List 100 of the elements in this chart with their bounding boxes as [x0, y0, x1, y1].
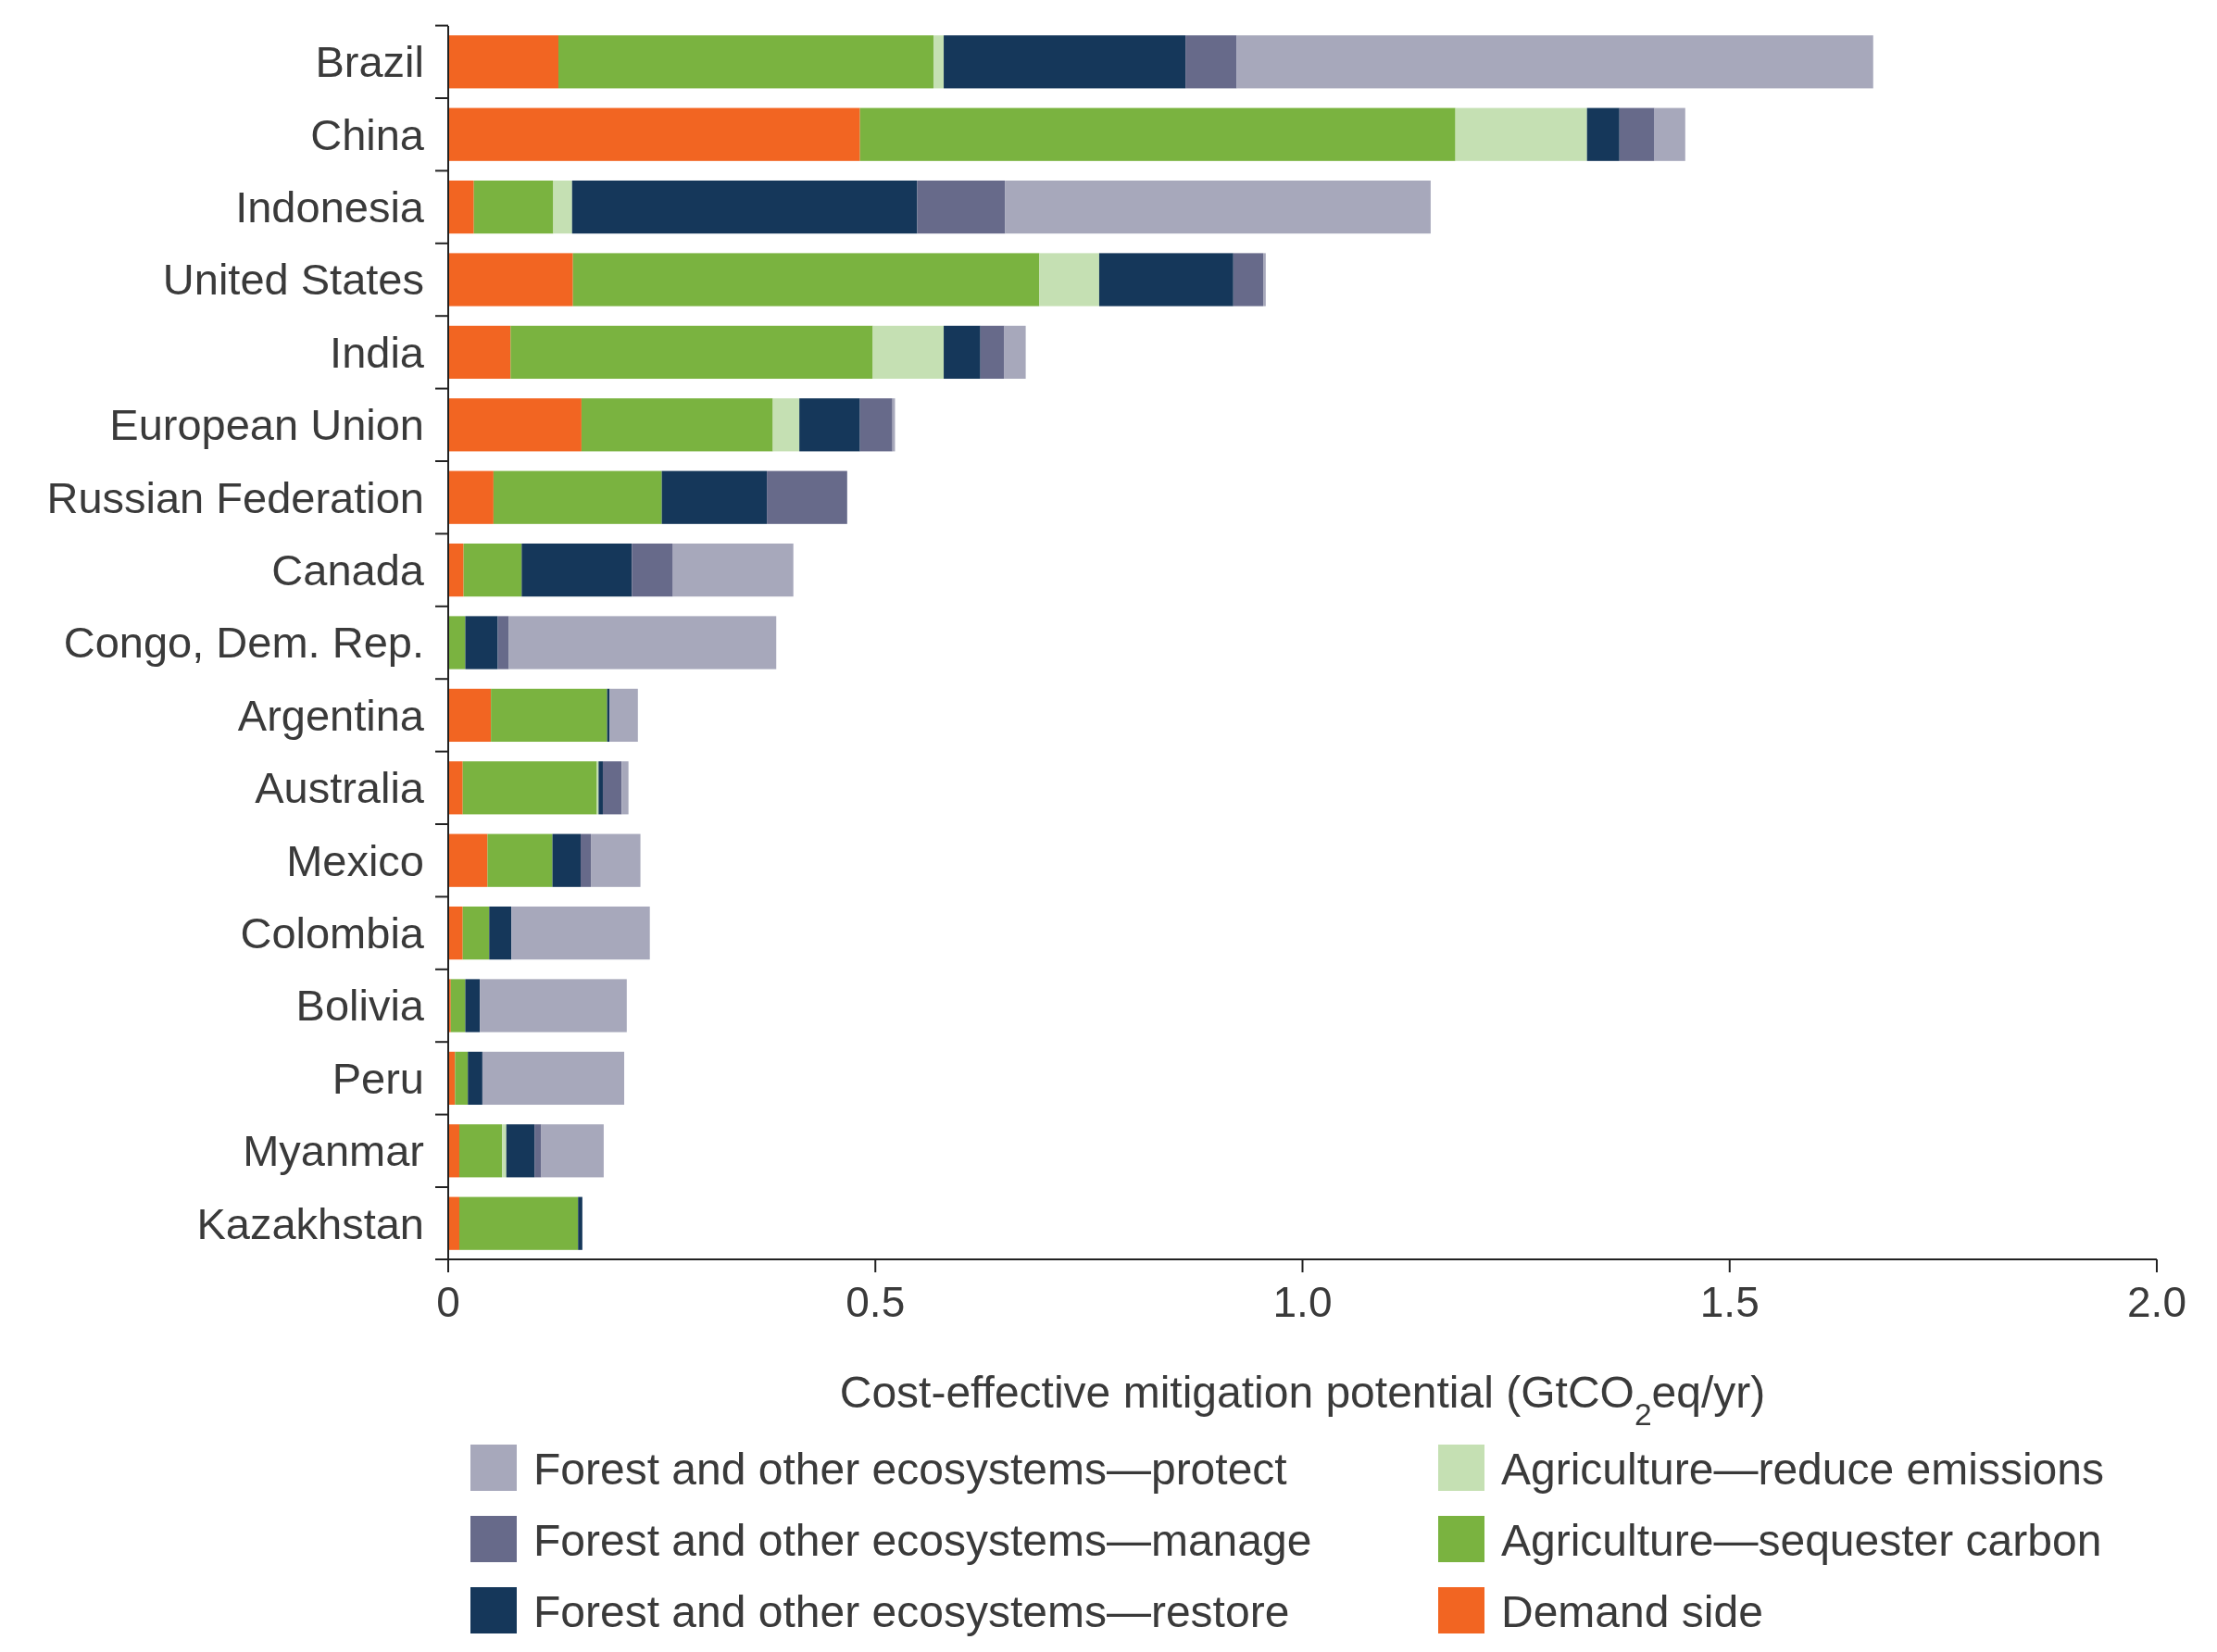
bar: [632, 543, 673, 597]
bar: [859, 398, 893, 452]
bar: [463, 543, 522, 597]
bar: [508, 616, 777, 670]
bar: [1455, 107, 1587, 161]
bar: [558, 35, 933, 89]
legend-label: Forest and other ecosystems—protect: [533, 1444, 1287, 1494]
bar: [581, 398, 773, 452]
bar: [465, 616, 498, 670]
bar: [462, 906, 490, 960]
bar: [621, 761, 629, 815]
bar: [455, 1051, 469, 1106]
bar: [489, 906, 512, 960]
x-axis-title: Cost-effective mitigation potential (GtCO$_{2}$eq/yr): [839, 1368, 1766, 1432]
bar: [772, 398, 800, 452]
legend-label: Forest and other ecosystems—manage: [533, 1515, 1312, 1565]
x-tick-label: 1.5: [1699, 1278, 1760, 1326]
x-tick-label: 0: [436, 1278, 460, 1326]
y-tick-label: Colombia: [240, 908, 425, 958]
bar: [944, 325, 981, 380]
bar: [1098, 253, 1234, 307]
y-tick-label: Kazakhstan: [196, 1198, 424, 1248]
bar: [872, 325, 945, 380]
bar: [534, 1124, 542, 1178]
bar: [448, 180, 474, 234]
bar: [591, 833, 641, 887]
bar: [493, 470, 662, 524]
bar: [448, 398, 582, 452]
bar: [465, 979, 481, 1032]
bar: [1005, 180, 1431, 234]
y-tick-label: China: [310, 109, 425, 159]
bar: [553, 180, 572, 234]
y-tick-label: Myanmar: [243, 1126, 424, 1176]
x-tick-label: 0.5: [845, 1278, 906, 1326]
y-tick-label: Bolivia: [295, 981, 425, 1031]
legend-label: Forest and other ecosystems—restore: [533, 1586, 1290, 1636]
bar: [1619, 107, 1655, 161]
bar: [448, 616, 466, 670]
bar: [497, 616, 509, 670]
bar: [859, 107, 1456, 161]
bar: [450, 979, 466, 1032]
bar: [580, 833, 592, 887]
bar: [1004, 325, 1026, 380]
bar: [661, 470, 768, 524]
bar: [458, 1124, 503, 1178]
bar: [672, 543, 794, 597]
bar: [448, 543, 464, 597]
bar: [933, 35, 945, 89]
y-tick-label: Congo, Dem. Rep.: [63, 618, 424, 668]
y-tick-label: India: [330, 327, 425, 377]
bar: [1236, 35, 1873, 89]
bar: [448, 35, 558, 89]
bar: [541, 1124, 604, 1178]
bar: [506, 1124, 535, 1178]
bar: [448, 107, 860, 161]
bar: [598, 761, 603, 815]
bar: [944, 35, 1186, 89]
y-tick-label: Peru: [332, 1053, 424, 1103]
bar: [572, 253, 1040, 307]
bar: [571, 180, 918, 234]
bar: [448, 253, 573, 307]
bar: [1263, 253, 1266, 307]
bar: [502, 1124, 507, 1178]
bar: [609, 688, 638, 743]
bar: [552, 833, 581, 887]
bar: [487, 833, 553, 887]
bar: [458, 1196, 579, 1250]
bar: [491, 688, 607, 743]
bar: [448, 833, 488, 887]
bar: [482, 1051, 625, 1106]
bar: [1185, 35, 1237, 89]
y-tick-label: Russian Federation: [46, 472, 424, 522]
x-tick-label: 1.0: [1272, 1278, 1333, 1326]
y-tick-label: European Union: [109, 400, 424, 450]
bar: [767, 470, 847, 524]
bar: [448, 906, 463, 960]
bar: [462, 761, 597, 815]
bar: [448, 1196, 459, 1250]
y-tick-label: Argentina: [237, 690, 425, 740]
bar: [448, 1124, 459, 1178]
bar: [578, 1196, 582, 1250]
bar: [1039, 253, 1099, 307]
bar: [521, 543, 633, 597]
bar: [799, 398, 860, 452]
bar: [1654, 107, 1685, 161]
bar: [473, 180, 554, 234]
bar: [448, 761, 463, 815]
x-tick-label: 2.0: [2127, 1278, 2186, 1326]
bar: [511, 906, 650, 960]
bar: [480, 979, 627, 1032]
legend-label: Agriculture—reduce emissions: [1501, 1444, 2104, 1494]
bar: [448, 470, 494, 524]
y-tick-label: Canada: [271, 545, 425, 595]
bar: [1233, 253, 1264, 307]
y-tick-label: Australia: [255, 763, 425, 813]
legend-label: Demand side: [1501, 1586, 1763, 1636]
bar: [448, 325, 511, 380]
bar: [1586, 107, 1620, 161]
legend-label: Agriculture—sequester carbon: [1501, 1515, 2102, 1565]
bar: [468, 1051, 482, 1106]
